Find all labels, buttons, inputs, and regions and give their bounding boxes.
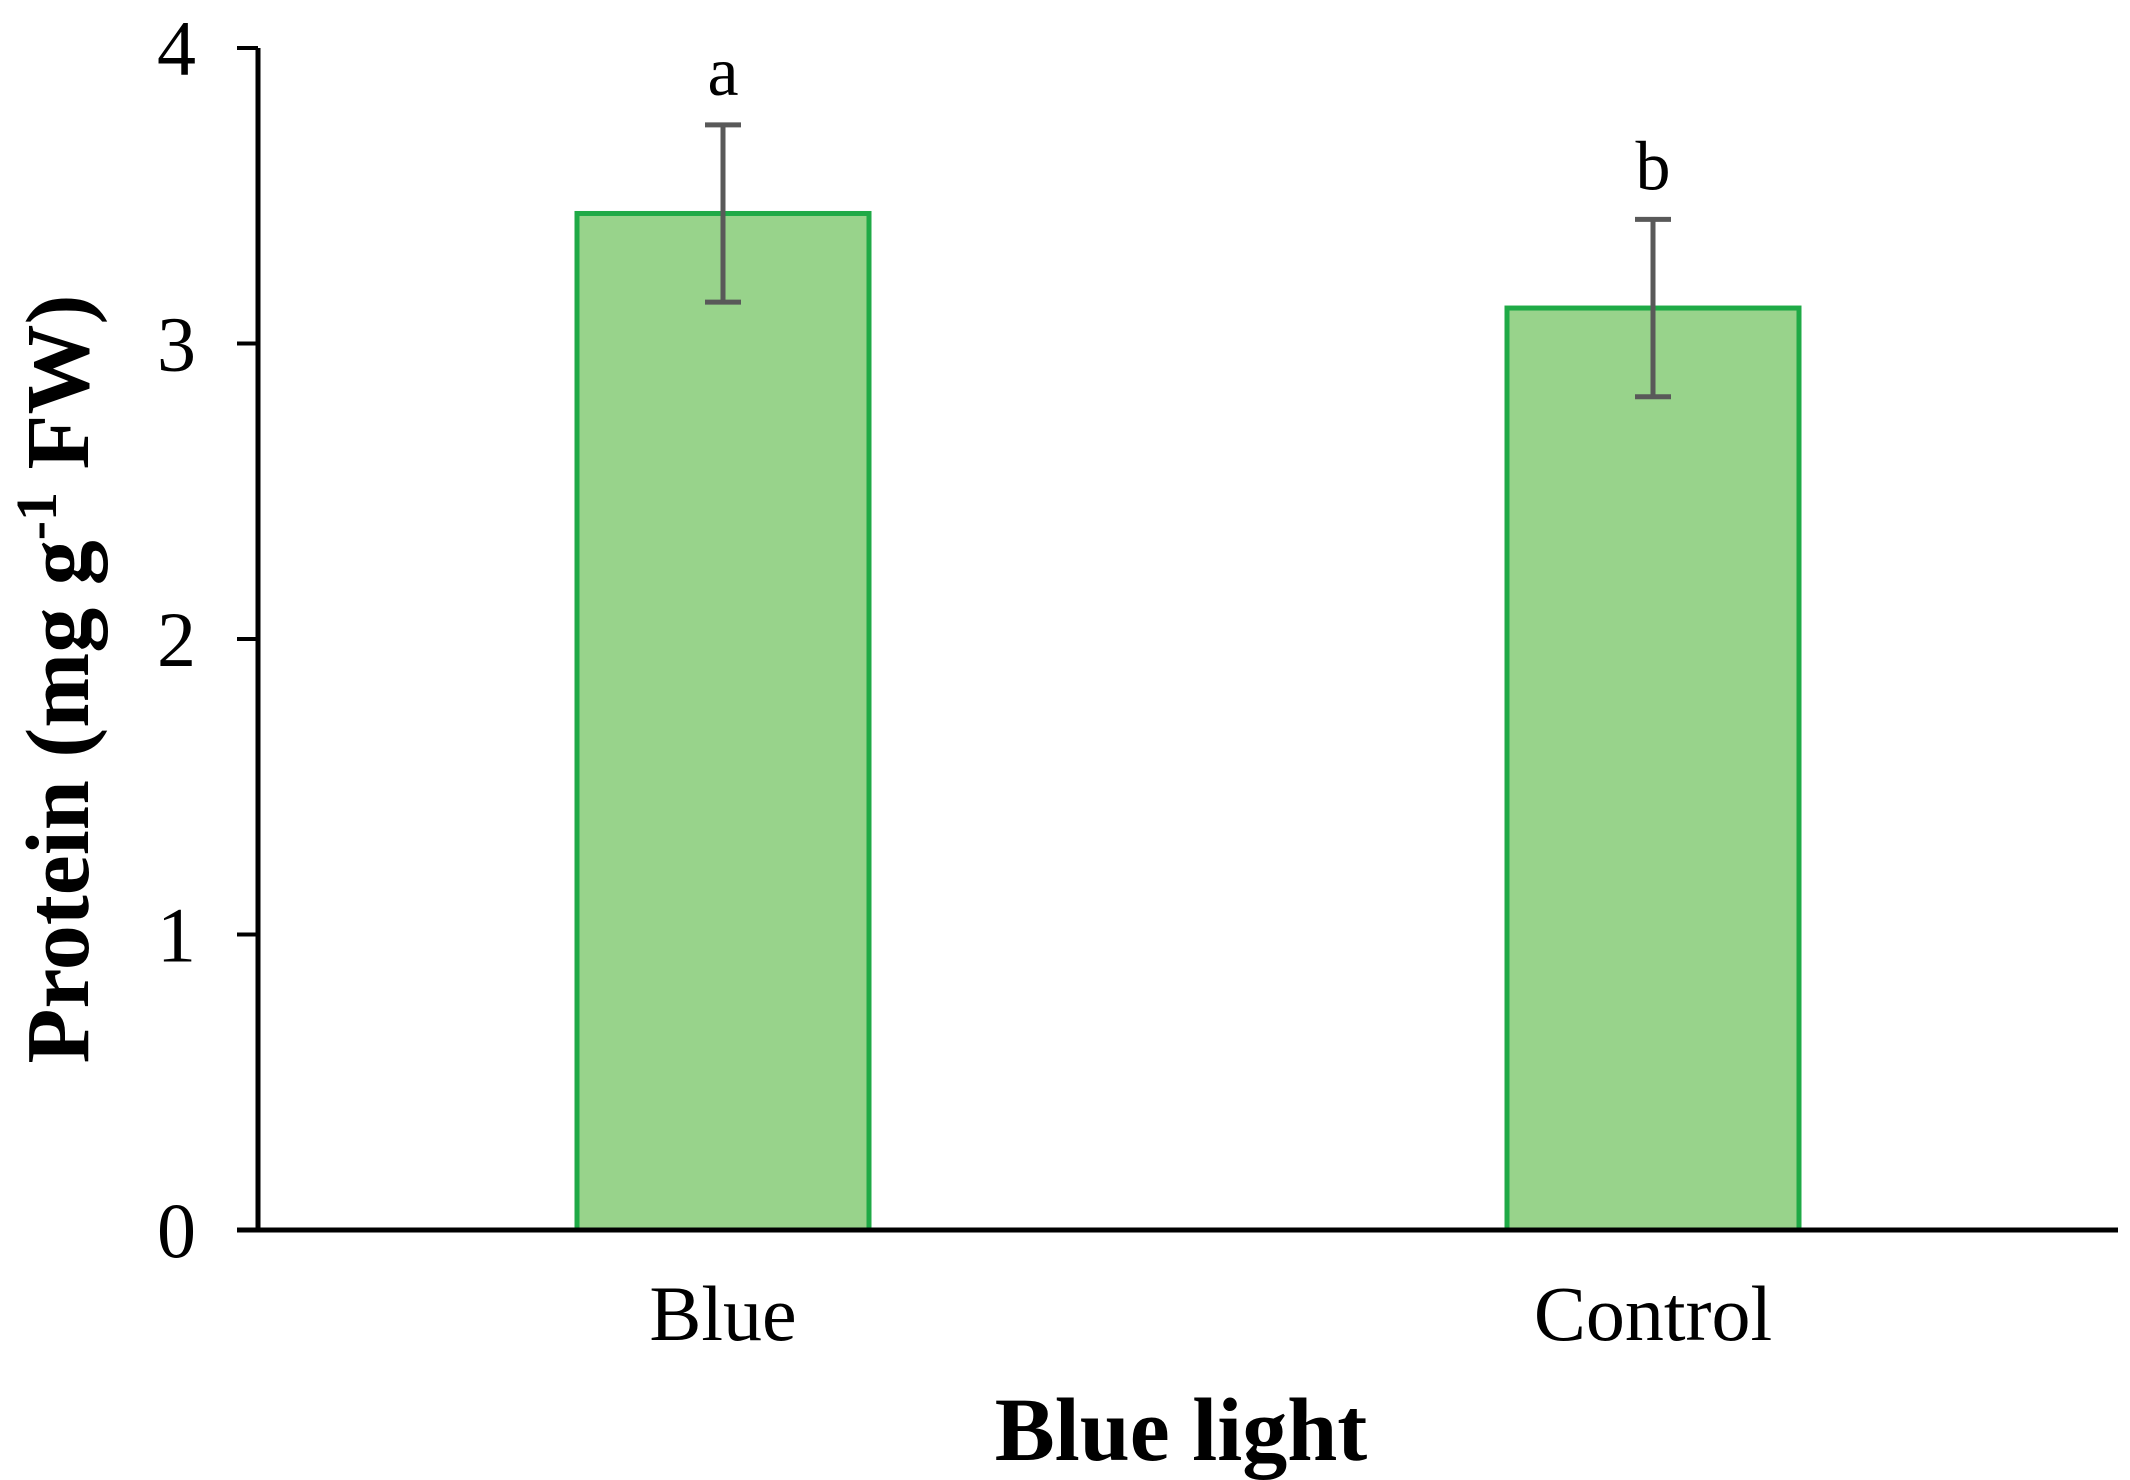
y-axis-title-main: Protein (mg g	[9, 540, 108, 1063]
bar-blue	[574, 210, 872, 1233]
significance-letter: b	[1636, 128, 1671, 205]
chart-marks: ab	[574, 34, 1802, 1233]
bar-control	[1504, 305, 1802, 1233]
y-axis-title: Protein (mg g-1 FW)	[4, 295, 108, 1064]
chart-axes	[237, 48, 2118, 1233]
x-tick-labels: Blue Control	[649, 1270, 1772, 1357]
x-axis-title: Blue light	[995, 1381, 1368, 1480]
error-bar-blue	[705, 122, 741, 305]
x-tick-label: Control	[1534, 1270, 1772, 1357]
y-axis-title-superscript: -1	[4, 492, 69, 540]
y-tick-label: 4	[157, 5, 196, 92]
y-tick-label: 0	[157, 1187, 196, 1274]
significance-letter: a	[707, 34, 738, 111]
y-tick-label: 2	[157, 596, 196, 683]
x-tick-label: Blue	[649, 1270, 796, 1357]
error-bar-control	[1635, 216, 1671, 400]
y-tick-label: 1	[157, 892, 196, 979]
y-ticks: 0 1 2 3 4	[157, 5, 258, 1274]
y-axis-title-unit: FW)	[9, 295, 108, 492]
y-tick-label: 3	[157, 301, 196, 388]
